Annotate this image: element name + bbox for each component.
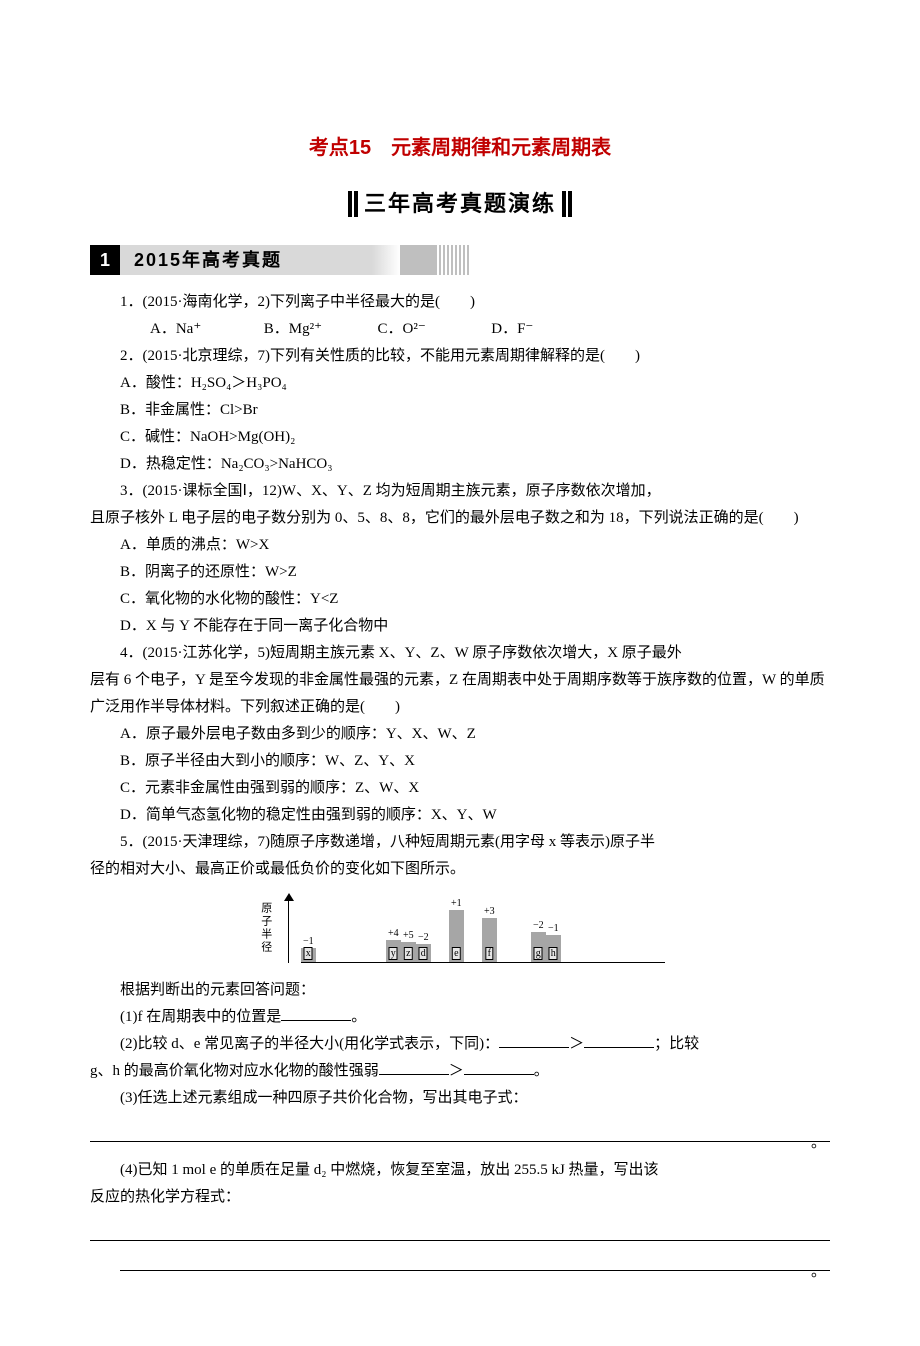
topic-title: 考点15 元素周期律和元素周期表 bbox=[90, 130, 830, 166]
q4-opt-a: A．原子最外层电子数由多到少的顺序：Y、X、W、Z bbox=[90, 721, 830, 748]
section-header: 1 2015年高考真题 bbox=[90, 245, 830, 275]
bar-y: +4y bbox=[386, 928, 401, 962]
section-decoration bbox=[400, 245, 470, 275]
q1-options: A．Na⁺ B．Mg²⁺ C．O²⁻ D．F⁻ bbox=[90, 316, 830, 343]
q5-p4-line1: (4)已知 1 mol e 的单质在足量 d₂ 中燃烧，恢复至室温，放出 255… bbox=[90, 1157, 830, 1184]
q2-stem: 2．(2015·北京理综，7)下列有关性质的比较，不能用元素周期律解释的是( ) bbox=[90, 343, 830, 370]
q5-stem-line2: 径的相对大小、最高正价或最低负价的变化如下图所示。 bbox=[90, 856, 830, 883]
section-number: 1 bbox=[90, 245, 120, 275]
q4-stem-line2: 层有 6 个电子，Y 是至今发现的非金属性最强的元素，Z 在周期表中处于周期序数… bbox=[90, 667, 830, 721]
q1-opt-d: D．F⁻ bbox=[461, 316, 571, 343]
blank bbox=[499, 1033, 569, 1048]
banner-text: 三年高考真题演练 bbox=[364, 184, 556, 224]
q5-p3: (3)任选上述元素组成一种四原子共价化合物，写出其电子式： bbox=[90, 1085, 830, 1112]
q4-opt-d: D．简单气态氢化物的稳定性由强到弱的顺序：X、Y、W bbox=[90, 802, 830, 829]
q4-opt-c: C．元素非金属性由强到弱的顺序：Z、W、X bbox=[90, 775, 830, 802]
bar-e: +1e bbox=[449, 898, 464, 962]
q4-opt-b: B．原子半径由大到小的顺序：W、Z、Y、X bbox=[90, 748, 830, 775]
period: 。 bbox=[90, 1130, 830, 1157]
blank bbox=[281, 1006, 351, 1021]
q1-stem: 1．(2015·海南化学，2)下列离子中半径最大的是( ) bbox=[90, 289, 830, 316]
q5-p1-text: (1)f 在周期表中的位置是 bbox=[120, 1009, 281, 1025]
answer-line bbox=[90, 1217, 830, 1241]
bar-d: −2d bbox=[416, 932, 431, 962]
q4-stem-line1: 4．(2015·江苏化学，5)短周期主族元素 X、Y、Z、W 原子序数依次增大，… bbox=[90, 640, 830, 667]
q5-p2c: ；比较 bbox=[654, 1036, 699, 1052]
q3-stem-line1: 3．(2015·课标全国Ⅰ，12)W、X、Y、Z 均为短周期主族元素，原子序数依… bbox=[90, 478, 830, 505]
banner-bars-right bbox=[562, 191, 572, 217]
q1-opt-b: B．Mg²⁺ bbox=[234, 316, 344, 343]
bar-z: +5z bbox=[401, 930, 416, 962]
q5-follow: 根据判断出的元素回答问题： bbox=[90, 977, 830, 1004]
q2-opt-a: A．酸性：H₂SO₄＞H₃PO₄ bbox=[90, 370, 830, 397]
q5-p2d: g、h 的最高价氧化物对应水化物的酸性强弱 bbox=[90, 1063, 379, 1079]
q3-opt-d: D．X 与 Y 不能存在于同一离子化合物中 bbox=[90, 613, 830, 640]
period: 。 bbox=[90, 1259, 830, 1286]
radius-chart: 原子半径 −1x +4y+5z−2d +1e +3f −2g−1h bbox=[255, 893, 665, 963]
q5-p4-line2: 反应的热化学方程式： bbox=[90, 1184, 830, 1211]
q5-p2a: (2)比较 d、e 常见离子的半径大小(用化学式表示，下同)： bbox=[120, 1036, 499, 1052]
chart-bars: −1x +4y+5z−2d +1e +3f −2g−1h bbox=[301, 893, 665, 963]
q5-p2f: 。 bbox=[534, 1063, 549, 1079]
bar-x: −1x bbox=[301, 936, 316, 962]
q3-opt-a: A．单质的沸点：W>X bbox=[90, 532, 830, 559]
chart-ylabel: 原子半径 bbox=[255, 902, 275, 954]
blank bbox=[584, 1033, 654, 1048]
q1-opt-c: C．O²⁻ bbox=[348, 316, 458, 343]
q2-opt-b: B．非金属性：Cl>Br bbox=[90, 397, 830, 424]
blank bbox=[464, 1060, 534, 1075]
banner: 三年高考真题演练 bbox=[90, 184, 830, 227]
q5-p2e: ＞ bbox=[449, 1063, 464, 1079]
q5-p2-line1: (2)比较 d、e 常见离子的半径大小(用化学式表示，下同)： ＞ ；比较 bbox=[90, 1031, 830, 1058]
q3-opt-b: B．阴离子的还原性：W>Z bbox=[90, 559, 830, 586]
q2-opt-c: C．碱性：NaOH>Mg(OH)₂ bbox=[90, 424, 830, 451]
q3-opt-c: C．氧化物的水化物的酸性：Y<Z bbox=[90, 586, 830, 613]
q5-p1-end: 。 bbox=[351, 1009, 366, 1025]
blank bbox=[379, 1060, 449, 1075]
banner-bars-left bbox=[348, 191, 358, 217]
section-label: 2015年高考真题 bbox=[120, 245, 400, 275]
q2-opt-d: D．热稳定性：Na₂CO₃>NaHCO₃ bbox=[90, 451, 830, 478]
q5-p2-line2: g、h 的最高价氧化物对应水化物的酸性强弱 ＞ 。 bbox=[90, 1058, 830, 1085]
bar-f: +3f bbox=[482, 906, 497, 962]
bar-h: −1h bbox=[546, 923, 561, 962]
bar-g: −2g bbox=[531, 920, 546, 962]
q3-stem-line2: 且原子核外 L 电子层的电子数分别为 0、5、8、8，它们的最外层电子数之和为 … bbox=[90, 505, 830, 532]
q5-stem-line1: 5．(2015·天津理综，7)随原子序数递增，八种短周期元素(用字母 x 等表示… bbox=[90, 829, 830, 856]
q5-p1: (1)f 在周期表中的位置是 。 bbox=[90, 1004, 830, 1031]
q5-p2b: ＞ bbox=[569, 1036, 584, 1052]
q1-opt-a: A．Na⁺ bbox=[120, 316, 230, 343]
chart-arrow bbox=[283, 893, 295, 963]
